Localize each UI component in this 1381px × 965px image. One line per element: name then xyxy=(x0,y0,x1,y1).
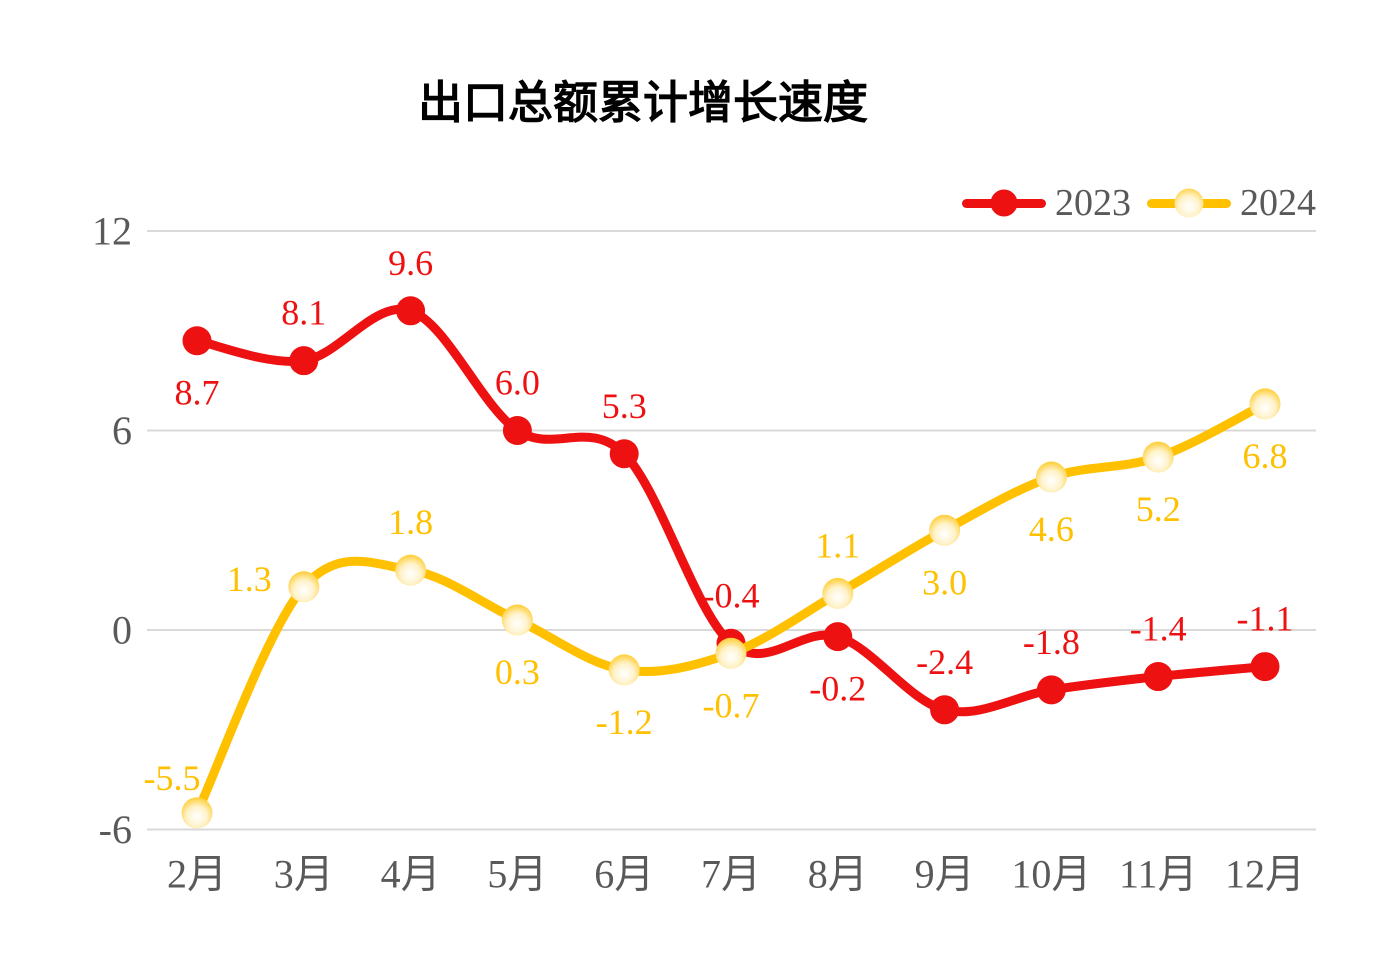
x-tick-label: 11月 xyxy=(1119,852,1198,897)
legend-label-2023: 2023 xyxy=(1055,182,1131,224)
legend-line-2023-icon xyxy=(962,189,1046,217)
data-point-2024 xyxy=(929,514,961,546)
data-label-2023: 8.1 xyxy=(281,293,326,333)
data-point-2023 xyxy=(396,296,426,326)
series-lines xyxy=(181,296,1281,829)
x-tick-label: 10月 xyxy=(1011,852,1091,897)
data-point-2024 xyxy=(501,604,533,636)
data-point-2023 xyxy=(609,439,639,469)
data-label-2023: 9.6 xyxy=(388,243,433,283)
data-point-2023 xyxy=(823,622,853,652)
data-label-2023: -1.1 xyxy=(1237,599,1294,639)
data-label-2023: 8.7 xyxy=(175,373,220,413)
data-label-2023: -0.2 xyxy=(809,669,866,709)
data-point-2024 xyxy=(715,637,747,669)
y-tick-label: -6 xyxy=(99,807,132,852)
data-label-2024: -5.5 xyxy=(144,758,201,798)
data-label-2023: -1.4 xyxy=(1130,609,1187,649)
data-label-2024: 5.2 xyxy=(1136,489,1181,529)
data-point-2023 xyxy=(289,346,319,376)
data-point-2024 xyxy=(1142,441,1174,473)
y-tick-label: 6 xyxy=(112,408,132,453)
data-label-2023: -2.4 xyxy=(916,642,973,682)
data-point-2024 xyxy=(181,797,213,829)
data-label-2024: 1.1 xyxy=(815,525,860,565)
chart-title: 出口总额累计增长速度 xyxy=(417,77,869,128)
data-label-2023: 6.0 xyxy=(495,363,540,403)
data-point-2023 xyxy=(1036,675,1066,705)
legend-label-2024: 2024 xyxy=(1240,182,1316,224)
x-tick-label: 4月 xyxy=(381,852,441,897)
data-point-2024 xyxy=(395,554,427,586)
x-tick-label: 7月 xyxy=(701,852,761,897)
x-tick-label: 3月 xyxy=(274,852,334,897)
data-label-2024: -1.2 xyxy=(596,702,653,742)
y-tick-label: 12 xyxy=(92,209,132,254)
x-tick-label: 5月 xyxy=(487,852,547,897)
data-point-2024 xyxy=(1035,461,1067,493)
legend: 2023 2024 xyxy=(962,183,1316,223)
data-point-2024 xyxy=(608,654,640,686)
y-tick-label: 0 xyxy=(112,608,132,653)
data-point-2023 xyxy=(502,416,532,445)
legend-item-2024: 2024 xyxy=(1147,184,1316,222)
data-label-2024: 1.8 xyxy=(388,502,433,542)
legend-item-2023: 2023 xyxy=(962,184,1131,222)
data-label-2024: 3.0 xyxy=(922,562,967,602)
data-point-2023 xyxy=(1250,652,1280,682)
data-point-2024 xyxy=(288,571,320,603)
x-tick-label: 9月 xyxy=(915,852,975,897)
data-label-2024: -0.7 xyxy=(703,685,760,725)
data-point-2024 xyxy=(822,577,854,609)
x-tick-label: 2月 xyxy=(167,852,227,897)
data-point-2023 xyxy=(1143,662,1173,692)
data-point-2023 xyxy=(182,326,212,356)
legend-line-2024-icon xyxy=(1147,188,1231,218)
data-label-2024: 0.3 xyxy=(495,652,540,692)
data-labels: 8.7 8.1 9.6 6.0 5.3 -0.4 -0.2 -2.4 -1.8 -1.4 -1.1 -… xyxy=(144,243,1294,798)
axis-labels: 12 6 0 -6 2月 3月 4月 5月 6月 7月 8月 9月 10月 11月 12月 xyxy=(92,209,1305,897)
data-label-2023: -1.8 xyxy=(1023,622,1080,662)
data-label-2023: -0.4 xyxy=(703,575,760,615)
x-tick-label: 6月 xyxy=(594,852,654,897)
data-point-2024 xyxy=(1249,388,1281,420)
data-point-2023 xyxy=(930,695,960,725)
x-tick-label: 8月 xyxy=(808,852,868,897)
data-label-2024: 4.6 xyxy=(1029,509,1074,549)
data-label-2024: 6.8 xyxy=(1243,436,1288,476)
data-label-2024: 1.3 xyxy=(227,559,272,599)
x-tick-label: 12月 xyxy=(1225,852,1305,897)
data-label-2023: 5.3 xyxy=(602,386,647,426)
legend-marker-2024-icon xyxy=(1174,188,1204,218)
legend-marker-2023-icon xyxy=(990,189,1018,217)
